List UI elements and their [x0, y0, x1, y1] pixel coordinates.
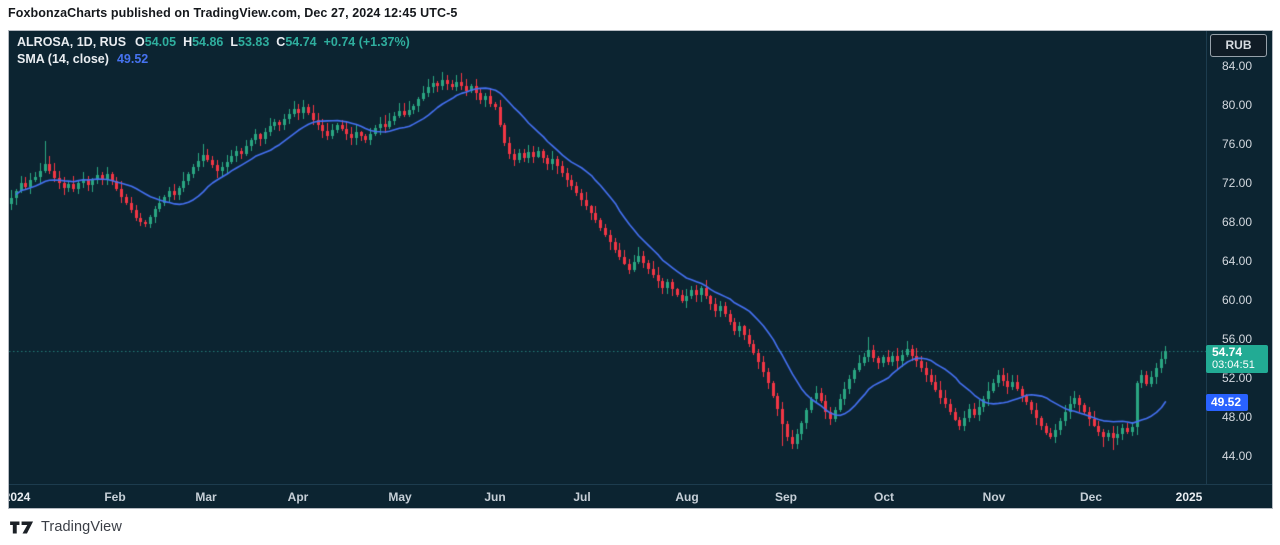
time-tick-label: Apr	[287, 490, 309, 504]
time-tick-label: Jun	[484, 490, 506, 504]
price-tick-label: 68.00	[1222, 215, 1253, 229]
ohlc-label: L	[230, 35, 239, 49]
time-tick-label: Nov	[982, 490, 1006, 504]
price-tick-label: 64.00	[1222, 254, 1253, 268]
symbol-title: ALROSA, 1D, RUS	[17, 35, 127, 49]
price-tick-label: 52.00	[1222, 371, 1253, 385]
price-axis-separator	[1206, 31, 1207, 484]
price-tick-label: 44.00	[1222, 449, 1253, 463]
ohlc-label: H	[183, 35, 193, 49]
attribution-text: FoxbonzaCharts published on TradingView.…	[8, 6, 458, 20]
time-tick-label: Jul	[573, 490, 591, 504]
footer-brand-link[interactable]: TradingView	[41, 519, 122, 535]
bar-countdown: 03:04:51	[1212, 359, 1255, 371]
time-tick-label: 2024	[9, 490, 31, 504]
ohlc-value: 54.05	[144, 35, 177, 49]
ohlc-value: 54.86	[192, 35, 224, 49]
time-axis-separator	[9, 484, 1272, 485]
sma-value-badge: 49.52	[1206, 394, 1248, 411]
price-tick-label: 80.00	[1222, 98, 1253, 112]
indicator-name: SMA (14, close)	[17, 52, 109, 66]
time-axis[interactable]: 2024 Feb Mar Apr May Jun Jul Aug Sep Oct Nov Dec 202…	[9, 485, 1272, 508]
price-tick-label: 56.00	[1222, 332, 1253, 346]
indicator-legend-row[interactable]: SMA (14, close) 49.52	[17, 51, 410, 68]
chart-panel: ALROSA, 1D, RUS O54.05 H54.86 L53.83 C54.74 +…	[8, 30, 1273, 509]
price-tick-label: 48.00	[1222, 410, 1253, 424]
time-tick-label: Aug	[675, 490, 699, 504]
price-tick-label: 84.00	[1222, 59, 1253, 73]
attribution-bar: FoxbonzaCharts published on TradingView.…	[8, 6, 457, 20]
ohlc-token: L53.83	[230, 35, 269, 49]
last-price-value: 54.74	[1212, 345, 1243, 359]
time-tick-label: Feb	[104, 490, 126, 504]
time-tick-label: May	[388, 490, 412, 504]
symbol-legend-row[interactable]: ALROSA, 1D, RUS O54.05 H54.86 L53.83 C54.74 +…	[17, 34, 410, 51]
ohlc-label: O	[135, 35, 145, 49]
ohlc-token: H54.86	[183, 35, 223, 49]
ohlc-value: 54.74	[285, 35, 317, 49]
candlestick-chart[interactable]	[9, 31, 1206, 484]
indicator-value: 49.52	[116, 52, 149, 66]
price-tick-label: 60.00	[1222, 293, 1253, 307]
ohlc-value: 53.83	[238, 35, 270, 49]
ohlc-token: C54.74	[276, 35, 316, 49]
footer: TradingView	[10, 516, 122, 538]
change-value: +0.74 (+1.37%)	[323, 35, 410, 49]
price-axis[interactable]: RUB 84.00 80.00 76.00 72.00 68.00 64.00 60.00 5…	[1206, 31, 1272, 484]
time-tick-label: Oct	[873, 490, 895, 504]
time-tick-label: Sep	[774, 490, 798, 504]
ohlc-token: O54.05	[135, 35, 176, 49]
time-tick-label: Mar	[195, 490, 217, 504]
currency-button[interactable]: RUB	[1210, 34, 1267, 57]
chart-legend: ALROSA, 1D, RUS O54.05 H54.86 L53.83 C54.74 +…	[17, 34, 410, 68]
last-price-badge: 54.74 03:04:51	[1206, 345, 1268, 373]
ohlc-label: C	[276, 35, 286, 49]
time-tick-label: Dec	[1079, 490, 1103, 504]
time-tick-label: 2025	[1175, 490, 1203, 504]
ohlc-values: O54.05 H54.86 L53.83 C54.74	[135, 35, 324, 49]
price-tick-label: 72.00	[1222, 176, 1253, 190]
tradingview-logo-icon[interactable]	[10, 519, 34, 536]
price-tick-label: 76.00	[1222, 137, 1253, 151]
